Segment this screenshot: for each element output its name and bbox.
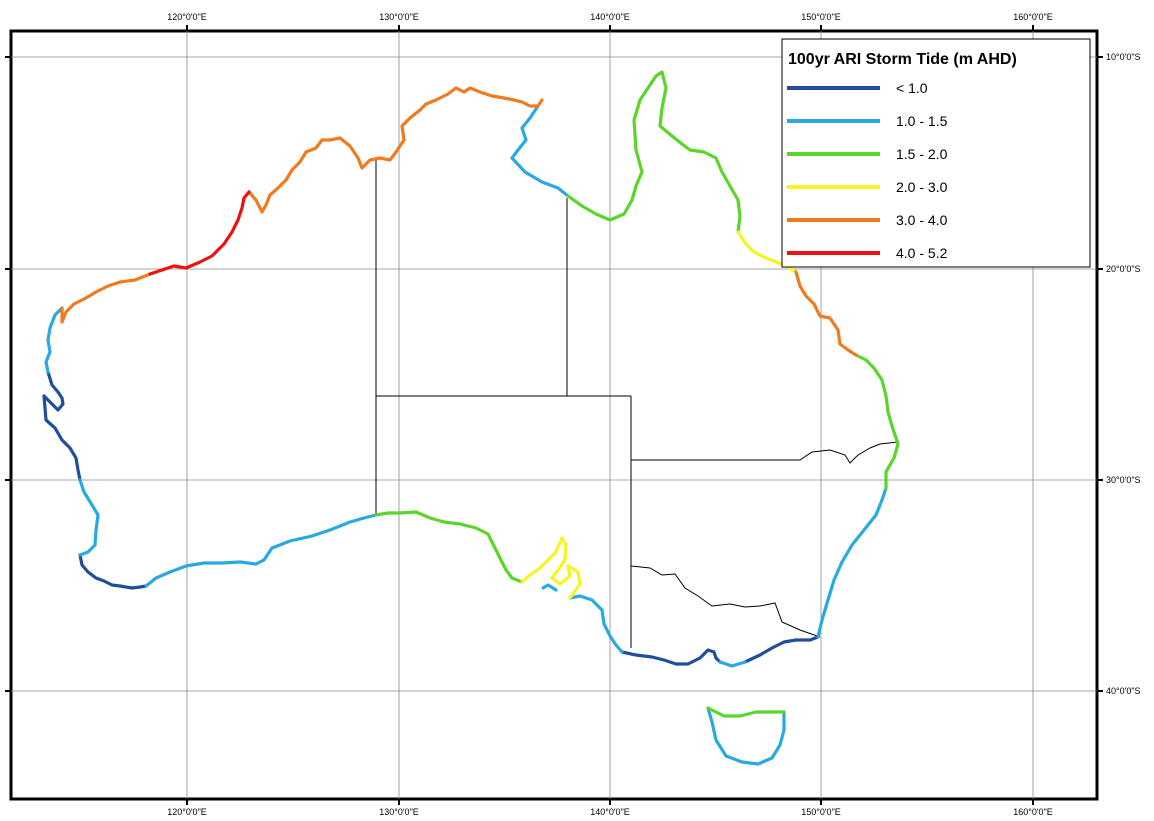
lon-label-bottom: 130°0'0"E [379,807,419,817]
legend-label: 3.0 - 4.0 [896,212,948,228]
lon-label-bottom: 160°0'0"E [1013,807,1053,817]
lon-label-bottom: 150°0'0"E [801,807,841,817]
coast-segment-1-0-1-5 [816,486,888,639]
lat-labels-right: 10°0'0"S 20°0'0"S 30°0'0"S 40°0'0"S [1106,52,1141,696]
lat-label: 30°0'0"S [1106,475,1141,485]
coast-segment-3-0-4-0 [247,86,544,214]
lat-label: 20°0'0"S [1106,264,1141,274]
lon-label-top: 140°0'0"E [590,12,630,22]
lon-label-bottom: 120°0'0"E [167,807,207,817]
coast-segment-1-0-1-5 [44,306,64,374]
nsw-vic-border [630,565,821,638]
coast-segment-1-0-1-5 [718,660,747,668]
lon-label-top: 160°0'0"E [1013,12,1053,22]
coast-segment-lt-1-0 [743,635,820,664]
legend-label: 1.5 - 2.0 [896,146,948,162]
lon-label-top: 150°0'0"E [801,12,841,22]
coast-segment-1-0-1-5 [541,583,558,592]
coast-segment-1-5-2-0 [854,353,900,490]
coast-segment-1-0-1-5 [706,706,786,766]
legend-label: 1.0 - 1.5 [896,113,948,129]
coast-segment-lt-1-0 [42,370,82,482]
legend-title: 100yr ARI Storm Tide (m AHD) [788,51,1017,68]
state-borders [375,160,899,648]
legend-label: < 1.0 [896,80,928,96]
legend-label: 2.0 - 3.0 [896,179,948,195]
coast-segment-1-5-2-0 [374,510,524,584]
coast-segment-lt-1-0 [620,648,722,666]
coast-segment-1-0-1-5 [568,594,624,654]
coast-segment-3-0-4-0 [794,270,858,357]
coast-segment-3-0-4-0 [60,272,152,324]
qld-nsw-border [631,441,899,464]
coast-segment-4-0-5-2 [148,190,251,276]
frame-ticks [5,25,1103,805]
legend-label: 4.0 - 5.2 [896,245,948,261]
lat-label: 10°0'0"S [1106,52,1141,62]
lon-label-bottom: 140°0'0"E [590,807,630,817]
coast-segment-1-5-2-0 [566,70,742,234]
coast-segment-2-0-3-0 [520,536,582,600]
coastline [42,70,900,766]
lon-label-top: 130°0'0"E [379,12,419,22]
legend: 100yr ARI Storm Tide (m AHD) < 1.0 1.0 - … [781,38,1091,268]
coast-segment-1-5-2-0 [706,706,786,718]
lon-labels-top: 120°0'0"E 130°0'0"E 140°0'0"E 150°0'0"E … [167,12,1053,22]
coast-segment-1-0-1-5 [78,478,100,557]
coast-segment-1-0-1-5 [510,104,570,198]
coast-segment-lt-1-0 [78,553,148,590]
coast-segment-1-0-1-5 [144,513,378,588]
lon-labels-bottom: 120°0'0"E 130°0'0"E 140°0'0"E 150°0'0"E … [167,807,1053,817]
lat-label: 40°0'0"S [1106,686,1141,696]
lon-label-top: 120°0'0"E [167,12,207,22]
